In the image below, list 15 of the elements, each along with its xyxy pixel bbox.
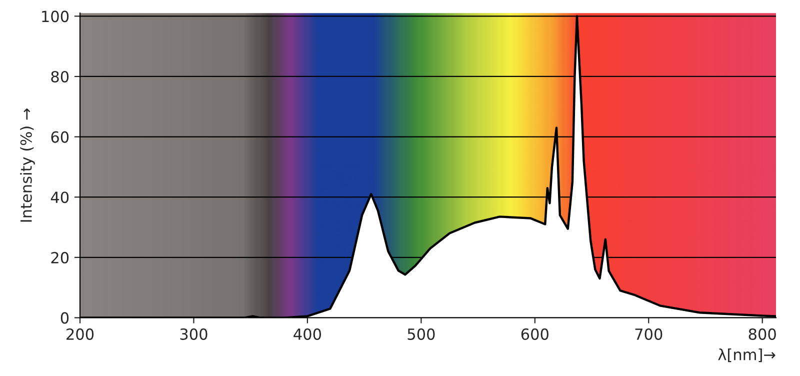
y-axis-title: Intensity (%) → [20,108,35,222]
y-tick-label: 100 [42,10,69,22]
x-tick-label: 400 [294,328,322,340]
x-tick-label: 800 [748,328,776,340]
x-tick-label: 300 [180,328,208,340]
x-tick-label: 600 [521,328,548,340]
y-tick-label: 40 [50,192,69,204]
x-tick-label: 200 [66,328,94,340]
y-tick-label: 0 [60,312,69,324]
y-tick-label: 80 [51,70,69,83]
y-tick-label: 60 [51,131,69,143]
x-tick-label: 500 [408,328,435,340]
x-tick-label: 700 [635,328,662,340]
y-tick-label: 20 [51,252,69,264]
x-axis-title: λ[nm]→ [718,348,776,362]
